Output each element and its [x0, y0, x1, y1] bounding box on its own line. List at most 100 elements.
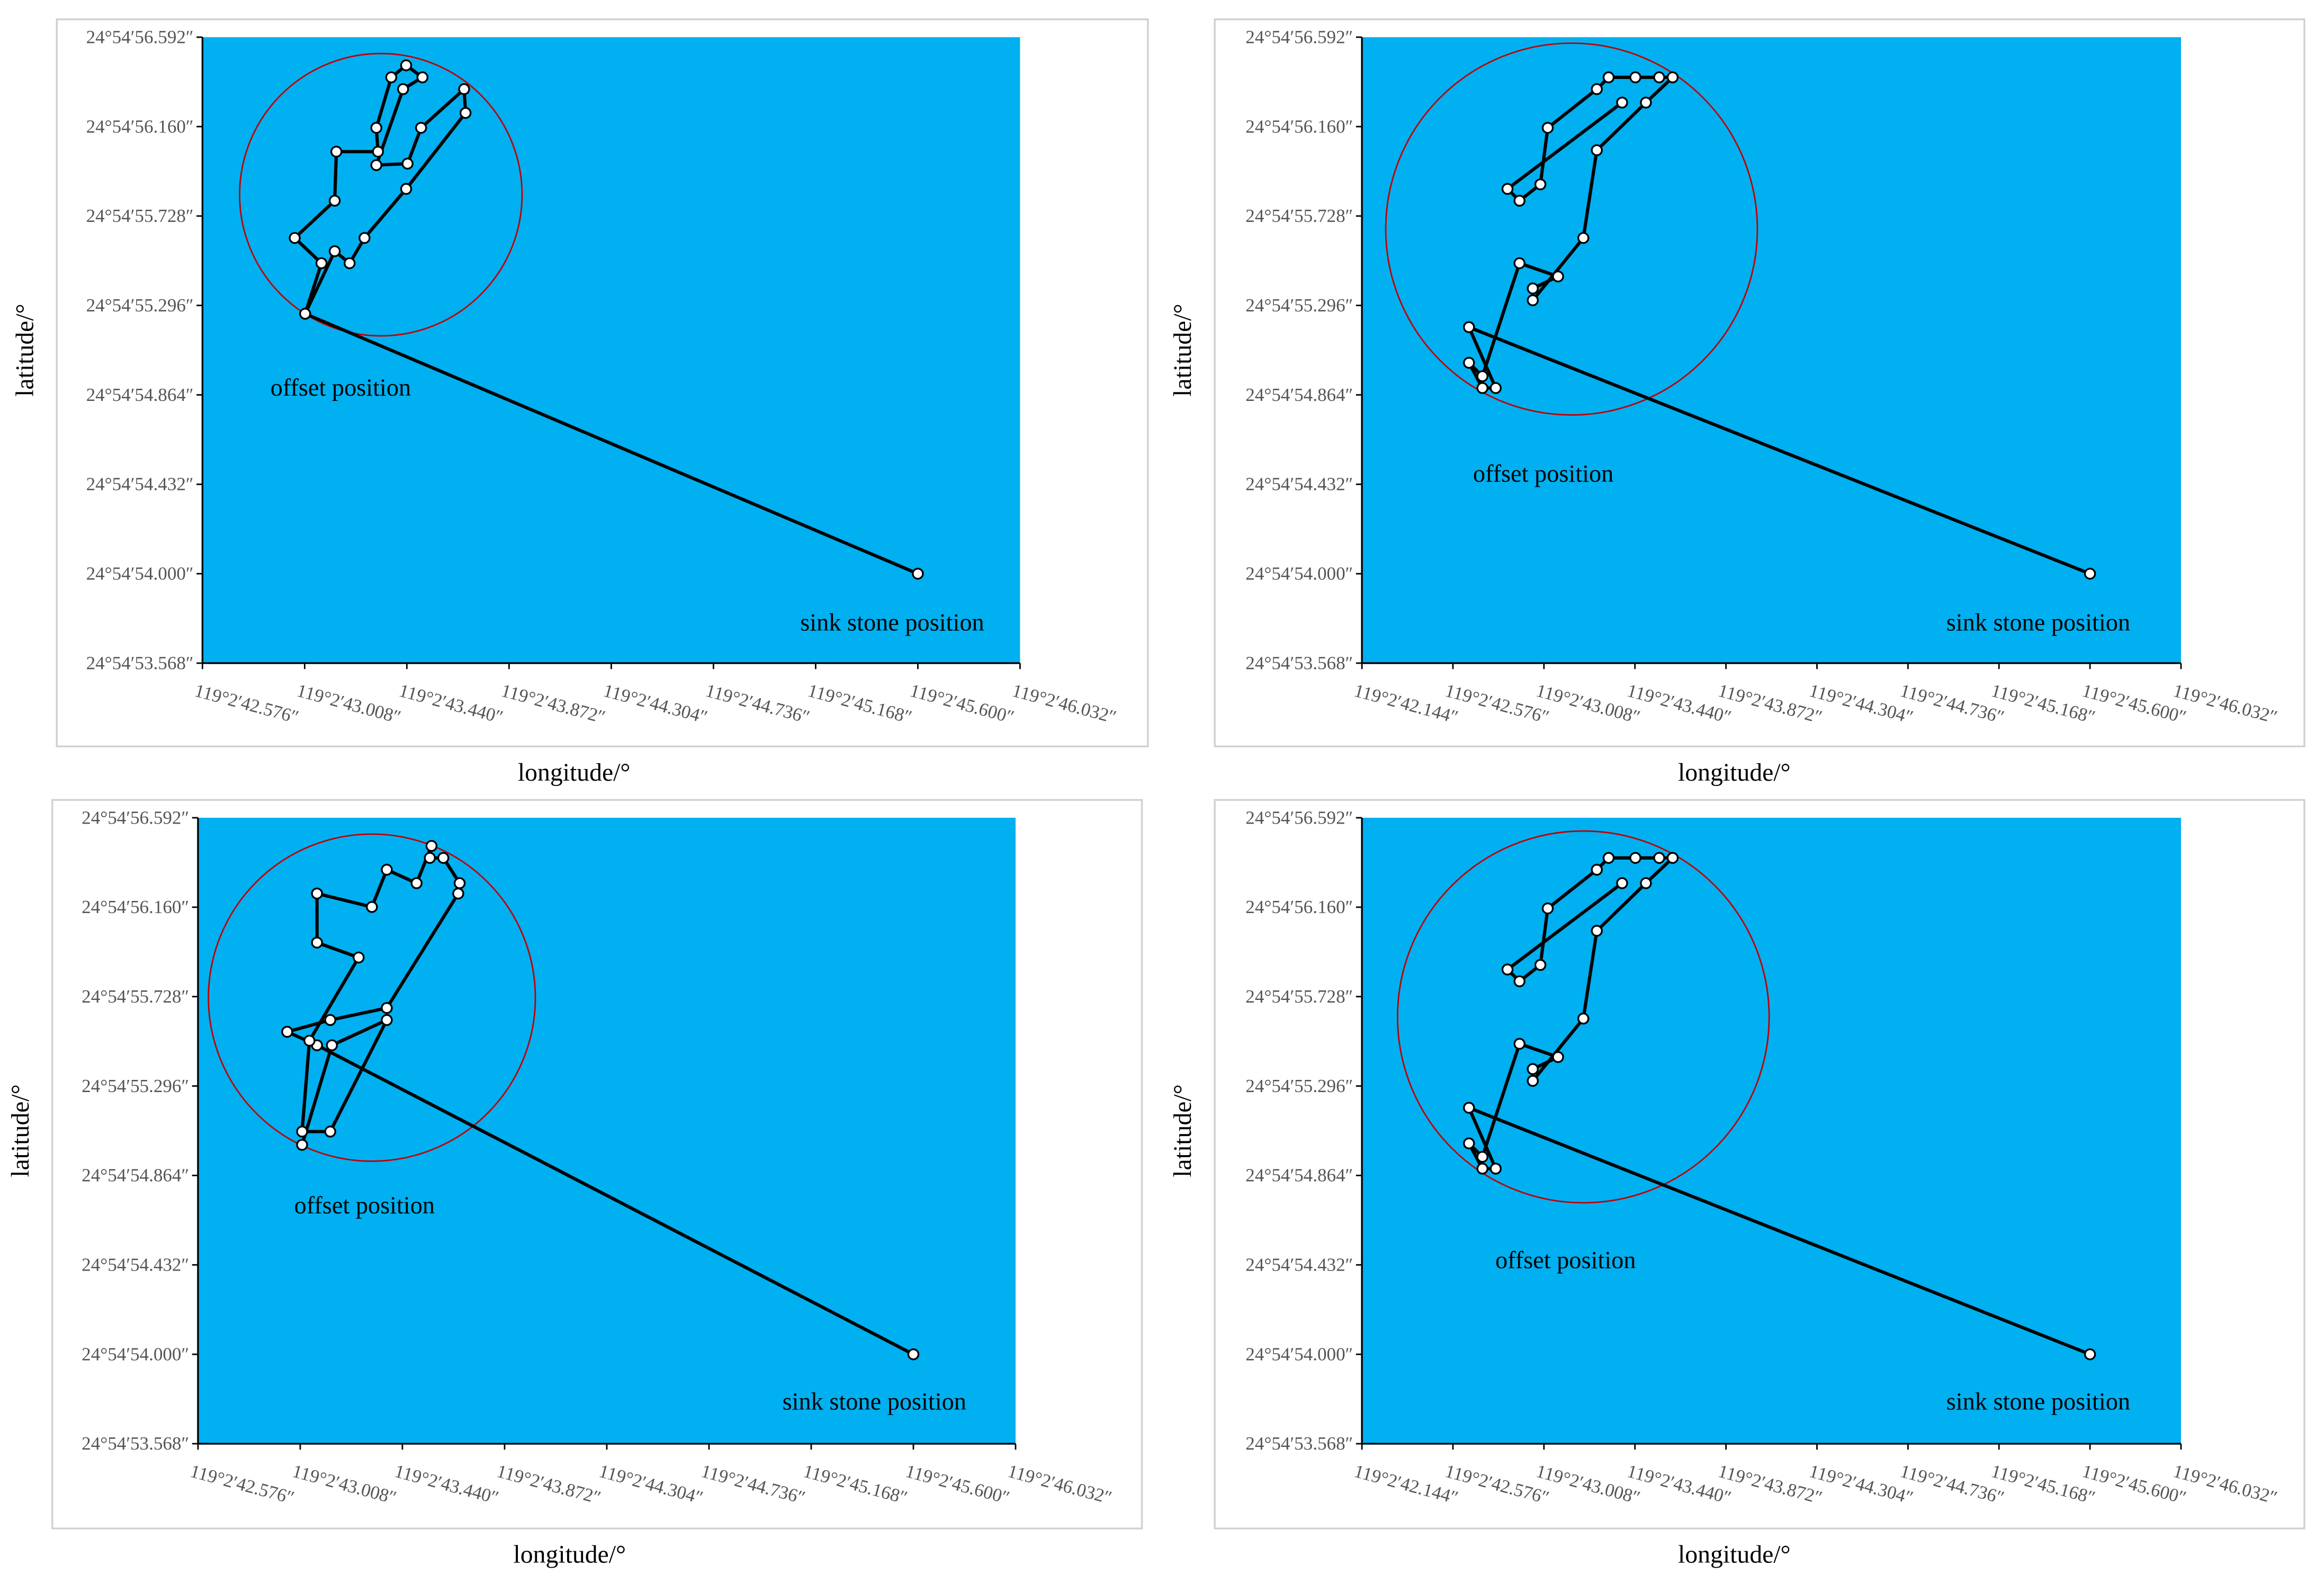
- x-tick-label: 119°2′45.600″: [2080, 1461, 2188, 1508]
- x-tick-label: 119°2′43.872″: [1716, 1461, 1825, 1508]
- y-tick-label: 24°54′54.000″: [82, 1344, 189, 1364]
- y-tick-label: 24°54′56.160″: [86, 116, 194, 137]
- point: [416, 71, 429, 84]
- point: [1476, 370, 1488, 382]
- x-tick-label: 119°2′46.032″: [2171, 1461, 2280, 1508]
- y-tick-label: 24°54′54.000″: [1245, 563, 1353, 584]
- point: [397, 83, 409, 95]
- y-axis-title: latitude/°: [6, 1084, 34, 1177]
- trajectory: [285, 844, 914, 1356]
- x-tick-label: 119°2′43.440″: [392, 1461, 501, 1508]
- point: [358, 232, 371, 244]
- y-tick-label: 24°54′56.592″: [1245, 807, 1353, 828]
- point: [1591, 863, 1603, 876]
- point: [400, 59, 412, 71]
- point: [452, 887, 464, 900]
- x-tick-label: 119°2′43.008″: [1534, 680, 1643, 728]
- point: [2084, 1348, 2096, 1361]
- point: [1476, 382, 1488, 394]
- x-tick-label: 119°2′45.168″: [801, 1461, 910, 1508]
- point: [425, 839, 438, 852]
- y-tick-label: 24°54′54.432″: [86, 474, 194, 495]
- y-tick-label: 24°54′54.000″: [1245, 1344, 1353, 1364]
- y-tick-label: 24°54′55.728″: [1245, 986, 1353, 1007]
- x-tick-label: 119°2′44.736″: [1898, 680, 2006, 728]
- point: [453, 877, 466, 889]
- point: [2084, 567, 2096, 580]
- point: [459, 106, 472, 119]
- point: [401, 157, 414, 170]
- point: [458, 83, 470, 95]
- x-tick-label: 119°2′45.168″: [805, 680, 914, 728]
- point: [344, 257, 356, 270]
- panel: 24°54′53.568″ 24°54′54.000″ 24°54′54.432″ 2…: [6, 799, 1143, 1569]
- y-tick-label: 24°54′53.568″: [1245, 1433, 1353, 1454]
- x-tick-label: 119°2′43.440″: [1625, 1461, 1734, 1508]
- x-tick-label: 119°2′43.008″: [294, 680, 403, 728]
- point: [1602, 852, 1615, 864]
- y-tick-label: 24°54′53.568″: [1245, 653, 1353, 673]
- x-tick-label: 119°2′45.168″: [1989, 680, 2097, 728]
- y-axis-title: latitude/°: [11, 303, 39, 396]
- annotation: offset position: [294, 1192, 435, 1219]
- x-axis-title: longitude/°: [1678, 1541, 1791, 1569]
- point: [296, 1139, 308, 1151]
- x-axis-title: longitude/°: [513, 1541, 626, 1569]
- annotation: offset position: [1495, 1247, 1636, 1274]
- point: [1534, 178, 1547, 191]
- range-circle: [239, 52, 523, 337]
- point: [1534, 959, 1547, 971]
- x-axis-title: longitude/°: [1678, 758, 1791, 786]
- point: [330, 146, 343, 158]
- point: [415, 122, 427, 134]
- x-axis-title: longitude/°: [518, 758, 631, 786]
- y-tick-label: 24°54′54.864″: [1245, 385, 1353, 405]
- y-tick-label: 24°54′54.864″: [82, 1165, 189, 1186]
- point: [1616, 96, 1628, 109]
- x-tick-label: 119°2′45.168″: [1989, 1461, 2097, 1508]
- y-tick-label: 24°54′54.864″: [1245, 1165, 1353, 1186]
- point: [1513, 257, 1526, 270]
- x-tick-label: 119°2′42.576″: [188, 1461, 297, 1508]
- point: [1462, 356, 1475, 369]
- y-tick-label: 24°54′56.160″: [1245, 116, 1353, 137]
- x-tick-label: 119°2′43.440″: [397, 680, 505, 728]
- y-tick-label: 24°54′55.728″: [82, 986, 189, 1007]
- x-tick-label: 119°2′43.872″: [495, 1461, 603, 1508]
- y-tick-label: 24°54′54.000″: [86, 563, 194, 584]
- range-circle: [1385, 42, 1758, 416]
- point: [1616, 877, 1628, 889]
- x-tick-label: 119°2′46.032″: [1006, 1461, 1114, 1508]
- x-tick-label: 119°2′42.576″: [1443, 680, 1551, 728]
- panel: 24°54′53.568″ 24°54′54.000″ 24°54′54.432″ 2…: [1169, 799, 2305, 1569]
- y-tick-label: 24°54′54.432″: [82, 1254, 189, 1275]
- point: [372, 146, 384, 158]
- y-tick-label: 24°54′54.864″: [86, 385, 194, 405]
- panel: 24°54′53.568″ 24°54′54.000″ 24°54′54.432″ 2…: [1169, 18, 2305, 786]
- y-tick-label: 24°54′54.432″: [1245, 1254, 1353, 1275]
- point: [1489, 1163, 1502, 1175]
- point: [1462, 1137, 1475, 1150]
- point: [315, 257, 328, 270]
- point: [1577, 232, 1590, 244]
- y-tick-label: 24°54′55.296″: [1245, 295, 1353, 316]
- point: [1640, 96, 1652, 109]
- y-axis-title: latitude/°: [1169, 1084, 1197, 1177]
- point: [296, 1125, 308, 1138]
- point: [324, 1125, 336, 1138]
- point: [1653, 852, 1665, 864]
- point: [370, 122, 382, 134]
- y-tick-label: 24°54′55.728″: [1245, 205, 1353, 226]
- x-tick-label: 119°2′43.008″: [1534, 1461, 1643, 1508]
- point: [1640, 877, 1652, 889]
- panel-frame: [51, 799, 1143, 1530]
- x-tick-label: 119°2′46.032″: [1010, 680, 1118, 728]
- point: [1541, 902, 1554, 915]
- point: [1462, 1102, 1475, 1114]
- range-circle: [208, 833, 536, 1162]
- point: [1591, 83, 1603, 95]
- point: [289, 232, 301, 244]
- point: [324, 1014, 336, 1026]
- y-tick-label: 24°54′55.296″: [82, 1076, 189, 1096]
